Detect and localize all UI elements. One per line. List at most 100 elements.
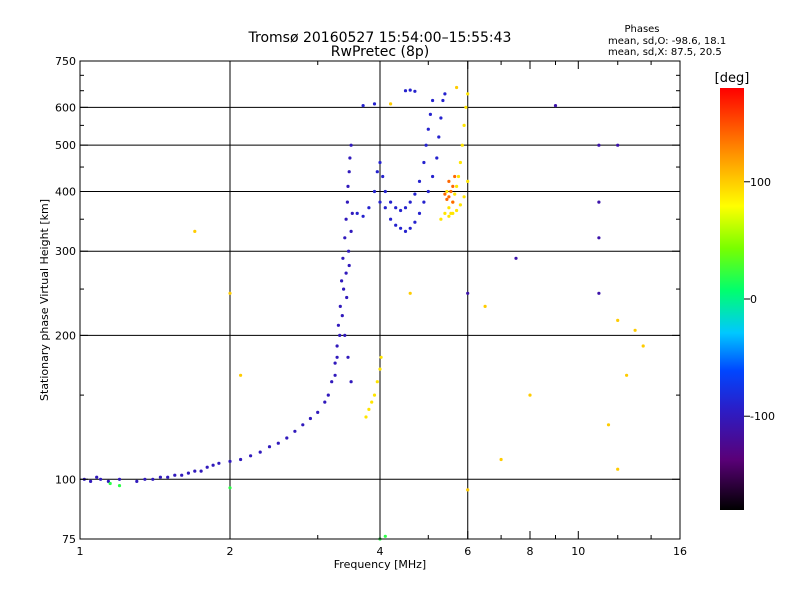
data-point	[443, 192, 447, 196]
data-point	[383, 534, 387, 538]
data-point	[228, 291, 232, 295]
data-point	[158, 475, 162, 479]
colorbar-label: [deg]	[715, 71, 750, 86]
data-point	[186, 471, 190, 475]
data-point	[361, 104, 365, 108]
data-point	[426, 127, 430, 131]
data-point	[413, 220, 417, 224]
data-point	[344, 271, 348, 275]
data-point	[435, 156, 439, 160]
data-point	[348, 156, 352, 160]
data-point	[355, 211, 359, 215]
data-point	[316, 410, 320, 414]
colorbar-tick-label: 100	[750, 176, 771, 189]
data-point	[193, 229, 197, 233]
data-point	[217, 461, 221, 465]
data-point	[403, 229, 408, 233]
data-point	[378, 160, 382, 165]
data-point	[173, 473, 177, 477]
data-point	[455, 85, 459, 90]
data-point	[514, 256, 518, 260]
data-point	[443, 92, 447, 96]
data-point	[417, 211, 422, 215]
x-axis: 1 2 4 6 8 10 16	[77, 61, 687, 558]
data-point	[199, 469, 203, 473]
data-point	[413, 192, 417, 196]
data-point	[462, 123, 466, 127]
data-point	[641, 344, 645, 348]
data-point	[293, 429, 297, 433]
data-point	[117, 477, 122, 481]
data-point	[447, 195, 451, 199]
data-point	[108, 481, 112, 486]
data-point	[346, 355, 350, 359]
data-point	[466, 488, 470, 492]
data-point	[399, 208, 403, 213]
data-point	[597, 200, 601, 204]
x-tick-label: 8	[527, 545, 534, 558]
data-point	[239, 373, 243, 377]
data-point	[249, 454, 253, 458]
data-point	[367, 407, 371, 411]
data-point	[333, 361, 337, 365]
data-point	[330, 380, 334, 384]
y-tick-label: 400	[55, 185, 76, 198]
data-point	[597, 291, 601, 295]
data-point	[437, 135, 441, 139]
colorbar-ticks: 100 0 -100	[744, 176, 775, 423]
colorbar	[720, 88, 744, 510]
data-point	[89, 479, 93, 483]
data-point	[343, 236, 347, 240]
data-point	[428, 112, 432, 116]
data-point	[375, 380, 379, 384]
y-tick-label: 600	[55, 101, 76, 114]
data-point	[394, 223, 398, 227]
data-point	[597, 236, 601, 240]
data-point	[347, 263, 351, 268]
data-point	[455, 208, 459, 213]
data-point	[394, 206, 398, 210]
data-points	[82, 85, 645, 541]
data-point	[379, 355, 383, 359]
data-point	[456, 174, 461, 179]
data-point	[349, 143, 353, 147]
x-tick-label: 6	[464, 545, 471, 558]
data-point	[447, 206, 451, 210]
data-point	[462, 195, 466, 199]
data-point	[323, 400, 327, 404]
data-point	[458, 203, 462, 207]
x-tick-label: 4	[377, 545, 384, 558]
data-point	[616, 318, 620, 322]
data-point	[464, 105, 468, 109]
data-point	[344, 217, 348, 221]
data-point	[267, 445, 272, 449]
data-point	[349, 380, 353, 384]
data-point	[431, 98, 435, 103]
data-point	[381, 174, 385, 179]
data-point	[453, 174, 457, 179]
data-point	[378, 200, 382, 204]
data-point	[95, 475, 99, 479]
data-point	[375, 170, 379, 174]
data-point	[205, 465, 209, 469]
data-point	[367, 206, 371, 210]
data-point	[616, 467, 620, 471]
data-point	[439, 217, 443, 221]
data-point	[345, 295, 349, 300]
data-point	[403, 206, 408, 210]
data-point	[193, 469, 197, 473]
y-axis: 75 100 200 300 400 500 600 750	[55, 55, 680, 546]
data-point	[443, 211, 447, 215]
data-point	[338, 304, 342, 308]
data-point	[483, 304, 487, 308]
data-point	[451, 184, 455, 188]
y-tick-label: 100	[55, 473, 76, 486]
data-point	[389, 217, 393, 221]
data-point	[403, 89, 408, 93]
phase-mean-x: mean, sd,X: 87.5, 20.5	[608, 47, 722, 58]
data-point	[499, 457, 503, 462]
data-point	[347, 249, 351, 253]
y-tick-label: 75	[62, 533, 76, 546]
